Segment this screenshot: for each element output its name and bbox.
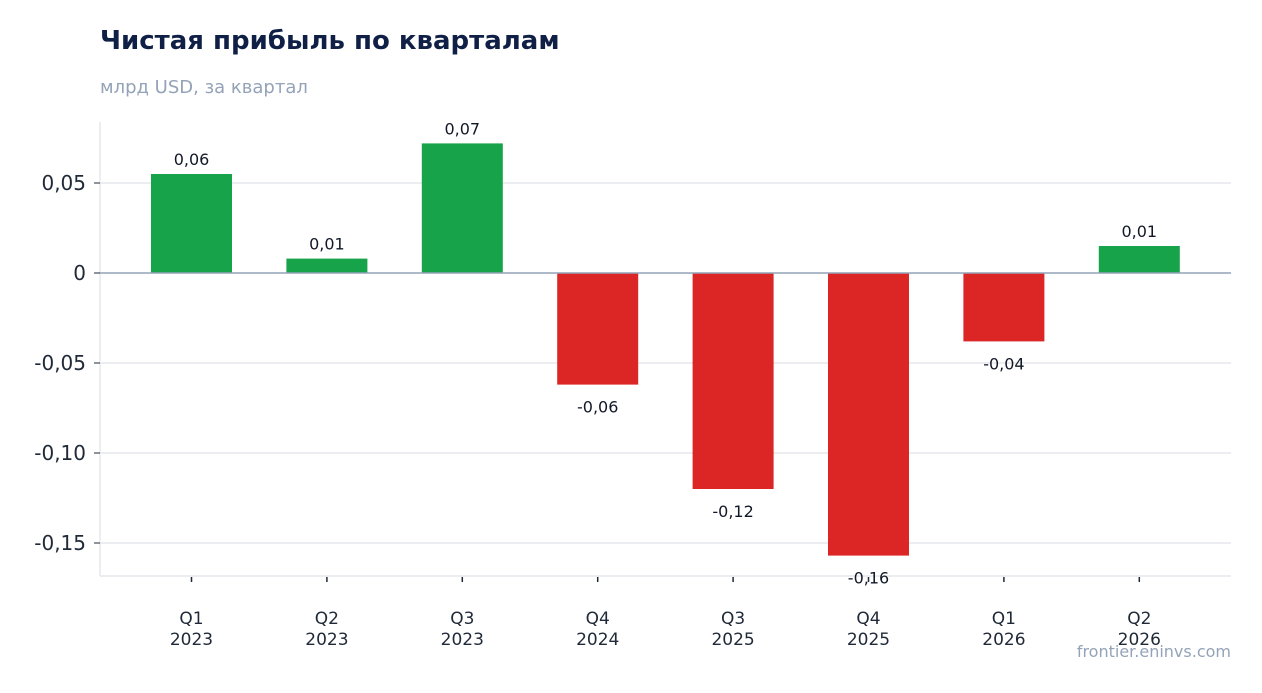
data-label: -0,16: [848, 569, 889, 588]
x-tick-label: Q1 2023: [170, 609, 213, 650]
x-tick-label: Q1 2026: [982, 609, 1025, 650]
x-tick-label: Q2 2023: [305, 609, 348, 650]
data-label: 0,01: [309, 235, 345, 254]
y-tick-label: 0,05: [41, 171, 86, 195]
y-tick-label: 0: [73, 261, 86, 285]
chart-subtitle: млрд USD, за квартал: [100, 77, 308, 98]
x-tick-label: Q4 2025: [847, 609, 890, 650]
source-credit: frontier.eninvs.com: [1076, 642, 1231, 661]
bar: [286, 258, 368, 273]
x-tick-label: Q3 2025: [711, 609, 754, 650]
y-tick-label: -0,15: [34, 531, 86, 555]
chart-title: Чистая прибыль по кварталам: [100, 26, 560, 56]
x-tick-label: Q4 2024: [576, 609, 619, 650]
bar: [828, 273, 909, 556]
data-label: -0,04: [983, 354, 1024, 373]
bar: [692, 273, 774, 489]
data-label: 0,07: [444, 119, 480, 138]
bar: [1098, 246, 1180, 273]
y-tick-label: -0,05: [34, 351, 86, 375]
x-tick-label: Q2 2026: [1118, 609, 1161, 650]
bar: [151, 174, 232, 273]
x-tick-label: Q3 2023: [441, 609, 484, 650]
bar: [557, 273, 639, 385]
data-label: -0,06: [577, 398, 618, 417]
data-label: 0,06: [174, 150, 210, 169]
bar: [963, 273, 1045, 342]
data-label: 0,01: [1121, 222, 1157, 241]
data-label: -0,12: [712, 502, 753, 521]
y-tick-label: -0,10: [34, 441, 86, 465]
bar: [421, 143, 503, 273]
